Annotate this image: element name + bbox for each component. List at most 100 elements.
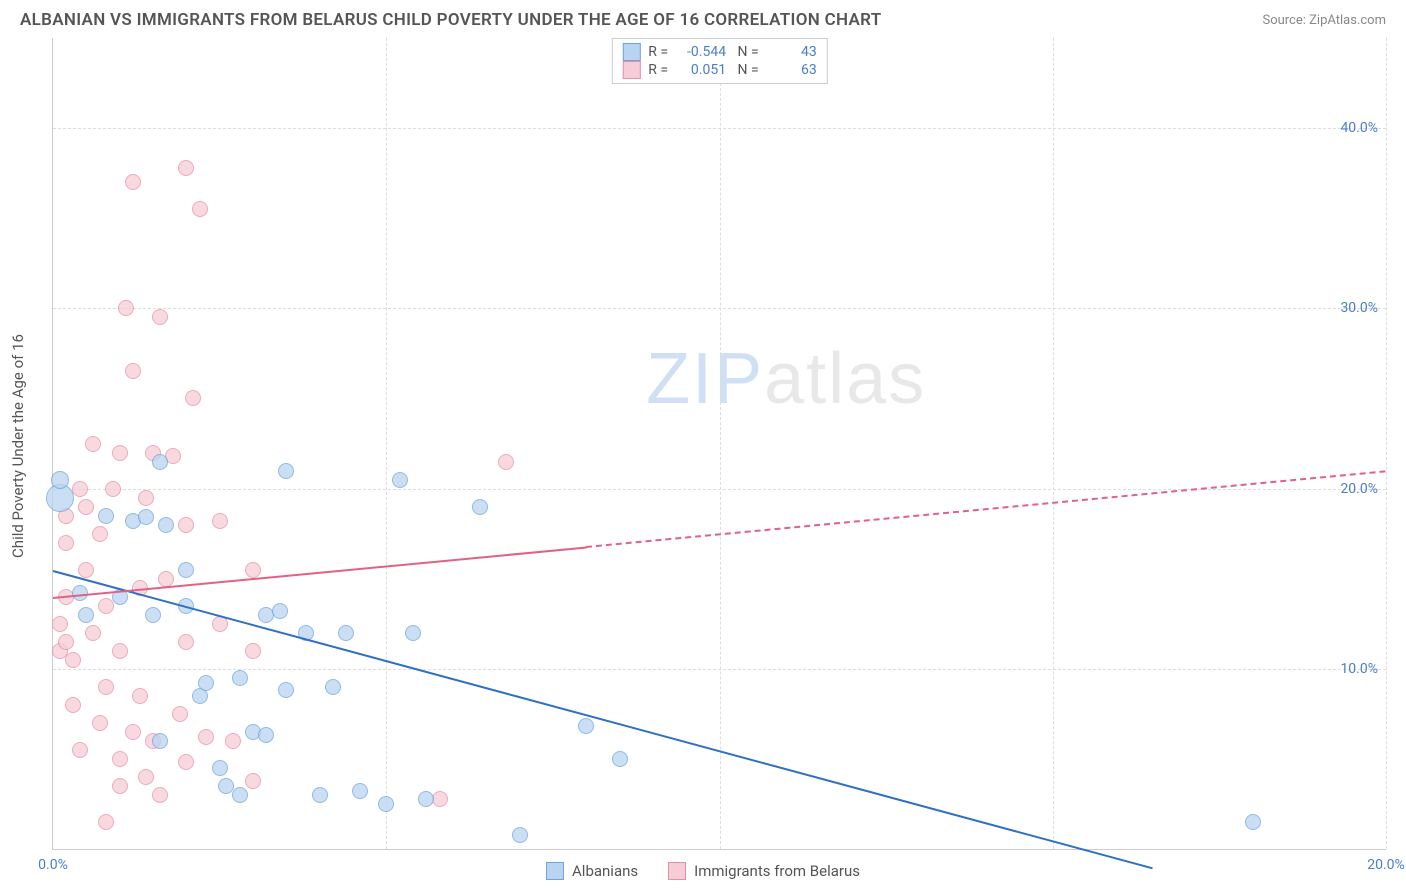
swatch-a [622,43,640,61]
data-point-a [98,508,114,524]
data-point-b [192,201,208,217]
scatter-chart: ZIPatlas R = -0.544 N = 43 R = 0.051 N =… [52,38,1386,850]
data-point-b [65,652,81,668]
data-point-b [85,436,101,452]
data-point-a [325,679,341,695]
gridline-v [1386,38,1387,849]
data-point-b [132,688,148,704]
data-point-b [225,733,241,749]
y-tick-label: 10.0% [1340,661,1378,677]
data-point-a [145,607,161,623]
data-point-b [172,706,188,722]
data-point-b [58,535,74,551]
data-point-b [98,814,114,830]
data-point-b [78,499,94,515]
data-point-b [112,445,128,461]
data-point-b [245,643,261,659]
data-point-b [185,390,201,406]
legend-item-a: Albanians [546,862,638,880]
data-point-b [138,490,154,506]
data-point-a [392,472,408,488]
data-point-b [78,562,94,578]
data-point-b [98,679,114,695]
data-point-a [512,827,528,843]
swatch-b-icon [668,862,686,880]
legend-item-b: Immigrants from Belarus [668,862,860,880]
data-point-b [178,634,194,650]
y-tick-label: 40.0% [1340,120,1378,136]
data-point-b [152,309,168,325]
data-point-b [158,571,174,587]
watermark: ZIPatlas [646,338,926,420]
data-point-a [258,727,274,743]
data-point-b [72,742,88,758]
gridline-v [1053,38,1054,849]
data-point-b [245,773,261,789]
data-point-b [178,160,194,176]
data-point-a [232,670,248,686]
data-point-a [78,607,94,623]
data-point-a [612,751,628,767]
stats-row-b: R = 0.051 N = 63 [622,61,816,79]
data-point-b [92,715,108,731]
data-point-b [125,363,141,379]
data-point-b [72,481,88,497]
data-point-a [338,625,354,641]
x-tick-label: 0.0% [38,857,68,873]
data-point-a [278,463,294,479]
data-point-b [85,625,101,641]
data-point-a [278,682,294,698]
gridline-v [386,38,387,849]
r-value-b: 0.051 [676,62,726,78]
data-point-a [152,454,168,470]
data-point-a [272,603,288,619]
data-point-a [312,787,328,803]
data-point-a [212,760,228,776]
x-tick-label: 20.0% [1367,857,1405,873]
y-tick-label: 20.0% [1340,481,1378,497]
data-point-b [198,729,214,745]
trend-line [53,546,586,598]
data-point-b [58,634,74,650]
source-label: Source: ZipAtlas.com [1262,13,1386,28]
data-point-a [198,675,214,691]
data-point-b [212,513,228,529]
y-axis-label: Child Poverty Under the Age of 16 [9,334,27,558]
stats-legend: R = -0.544 N = 43 R = 0.051 N = 63 [611,38,827,84]
data-point-a [578,718,594,734]
n-value-a: 43 [767,44,817,60]
data-point-b [118,300,134,316]
data-point-a [158,517,174,533]
data-point-b [105,481,121,497]
series-legend: Albanians Immigrants from Belarus [546,862,860,880]
data-point-a [232,787,248,803]
data-point-b [138,769,154,785]
data-point-b [112,643,128,659]
data-point-b [245,562,261,578]
data-point-b [65,697,81,713]
trend-line [586,471,1386,549]
r-value-a: -0.544 [676,44,726,60]
data-point-b [152,787,168,803]
gridline-v [720,38,721,849]
data-point-b [112,778,128,794]
data-point-a [352,783,368,799]
swatch-a-icon [546,862,564,880]
data-point-a [418,791,434,807]
legend-label-b: Immigrants from Belarus [694,862,860,880]
chart-title: ALBANIAN VS IMMIGRANTS FROM BELARUS CHIL… [20,10,881,30]
data-point-a [51,471,69,489]
data-point-a [378,796,394,812]
data-point-a [152,733,168,749]
data-point-a [138,509,154,525]
data-point-a [1245,814,1261,830]
n-value-b: 63 [767,62,817,78]
stats-row-a: R = -0.544 N = 43 [622,43,816,61]
trend-line [53,570,1153,869]
data-point-a [178,562,194,578]
data-point-b [178,754,194,770]
data-point-b [125,724,141,740]
data-point-b [92,526,108,542]
data-point-b [52,616,68,632]
y-tick-label: 30.0% [1340,300,1378,316]
